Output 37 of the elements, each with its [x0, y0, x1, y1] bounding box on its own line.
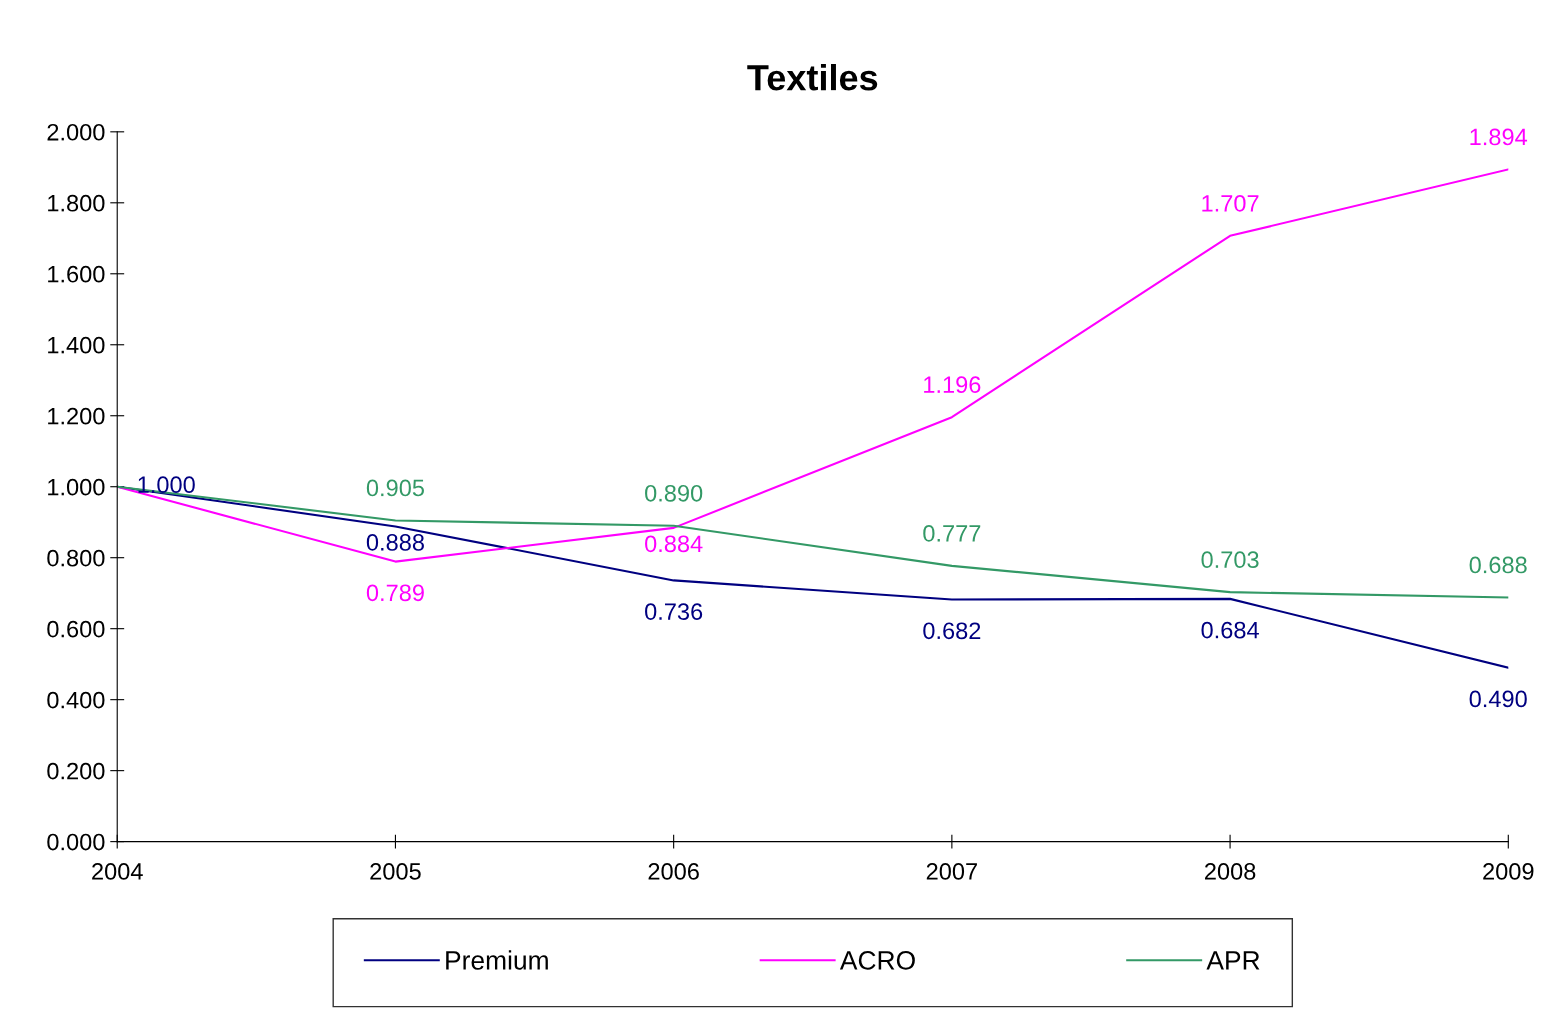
data-label: 0.890 — [645, 484, 703, 502]
x-tick-label: 2006 — [648, 863, 699, 880]
chart-title: Textiles — [747, 63, 878, 91]
data-label: 0.777 — [923, 525, 981, 542]
y-tick-label: 1.400 — [48, 336, 105, 354]
y-tick-label: 1.000 — [48, 478, 105, 496]
legend-label: APR — [1206, 951, 1260, 970]
data-label: 1.894 — [1470, 128, 1528, 146]
data-label: 0.703 — [1201, 551, 1259, 569]
legend-label: ACRO — [839, 951, 915, 970]
y-tick-label: 2.000 — [47, 123, 105, 141]
data-label: 0.490 — [1469, 690, 1527, 708]
data-label: 0.684 — [1201, 621, 1259, 639]
y-tick-label: 0.400 — [47, 691, 105, 709]
x-tick-label: 2008 — [1205, 863, 1256, 880]
data-label: 0.682 — [923, 622, 981, 640]
data-label: 0.789 — [366, 584, 424, 602]
legend-label: Premium — [446, 950, 548, 970]
y-tick-label: 1.200 — [48, 407, 105, 425]
data-label: 0.736 — [645, 603, 703, 620]
data-label: 0.888 — [366, 534, 424, 551]
y-tick-label: 0.200 — [47, 762, 105, 780]
data-label: 0.688 — [1469, 556, 1527, 574]
y-tick-label: 0.000 — [47, 833, 105, 851]
data-label: 1.000 — [138, 476, 195, 494]
x-tick-label: 2004 — [92, 863, 143, 880]
y-tick-label: 1.600 — [48, 265, 105, 283]
y-tick-label: 1.800 — [48, 194, 105, 212]
x-tick-label: 2009 — [1483, 863, 1534, 880]
data-label: 0.905 — [366, 479, 424, 497]
x-tick-label: 2007 — [926, 863, 977, 880]
x-tick-label: 2005 — [370, 863, 421, 880]
y-tick-label: 0.800 — [47, 549, 105, 567]
y-tick-label: 0.600 — [47, 620, 105, 638]
data-label: 1.707 — [1202, 194, 1259, 212]
data-label: 1.196 — [924, 376, 981, 394]
data-label: 0.884 — [645, 535, 703, 553]
